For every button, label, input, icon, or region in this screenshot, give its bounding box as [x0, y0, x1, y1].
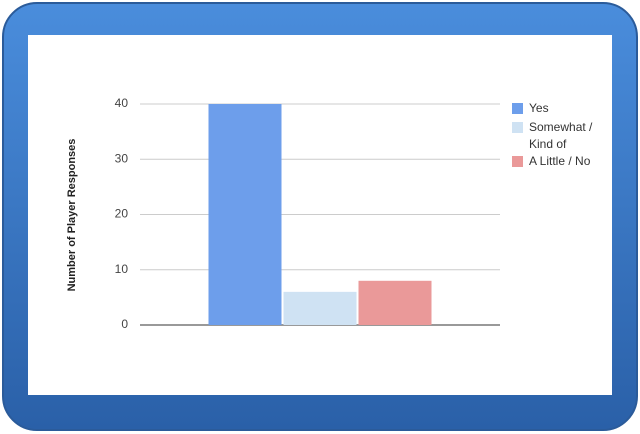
legend-swatch [512, 103, 523, 114]
legend-swatch [512, 156, 523, 167]
legend-label: A Little / No [529, 154, 591, 168]
y-tick-label: 0 [121, 317, 128, 331]
legend-item: A Little / No [512, 154, 599, 170]
legend-item: Yes [512, 101, 599, 117]
bar [358, 280, 432, 325]
y-tick-label: 10 [115, 262, 129, 276]
y-tick-label: 20 [115, 207, 129, 221]
y-tick-label: 30 [115, 151, 129, 165]
legend-item: Somewhat / Kind of [512, 120, 599, 153]
y-tick-label: 40 [115, 96, 129, 110]
bar [283, 291, 357, 325]
y-axis-label: Number of Player Responses [66, 139, 78, 292]
legend-label: Yes [529, 101, 549, 115]
legend-swatch [512, 122, 523, 133]
bar [208, 104, 282, 325]
legend-label: Somewhat / Kind of [529, 120, 593, 151]
